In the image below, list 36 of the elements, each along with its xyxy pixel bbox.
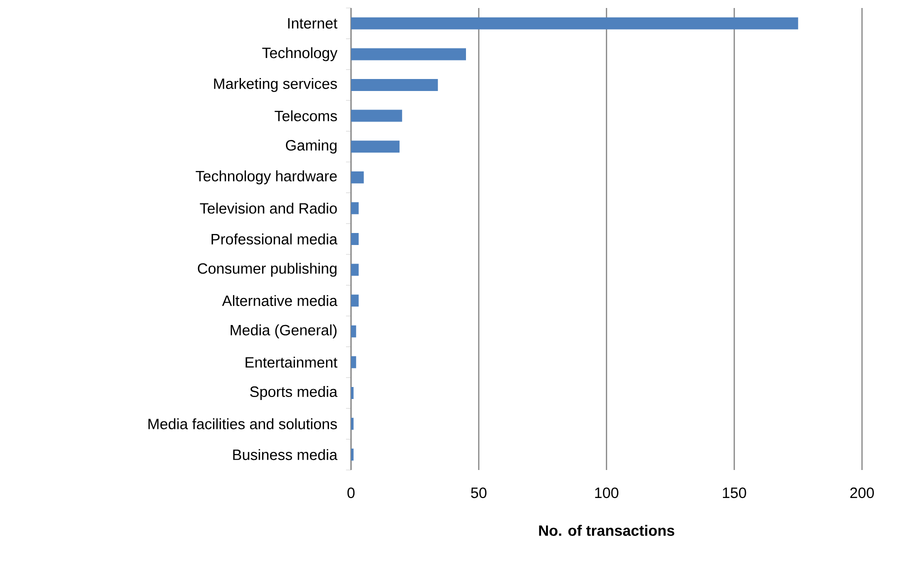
bar [351,448,354,461]
y-tick-label: Gaming [286,140,337,154]
y-tick-label: Telecoms [274,110,337,122]
bar [351,356,356,368]
bar [351,418,354,430]
x-tick-label: 0 [347,488,355,498]
x-axis-title: No. of transactions [539,524,674,536]
y-tick-label: Professional media [212,234,338,244]
y-tick-label: Business media [233,449,338,460]
bar [351,294,359,307]
bar [351,232,359,245]
y-tick-label: Alternative media [222,295,338,306]
y-tick-label: Internet [288,18,338,29]
bar [351,264,359,276]
y-tick-label: Consumer publishing [198,262,336,277]
bar [351,78,438,91]
y-tick-label: Media (General) [230,324,337,338]
bar [351,202,359,214]
x-tick-label: 200 [850,488,874,498]
x-tick-label: 100 [595,488,618,498]
bar [351,325,356,338]
x-tick-label: 50 [471,488,486,498]
bar [351,110,402,122]
y-tick-label: Marketing services [214,78,337,92]
bar [351,17,798,30]
y-tick-label: Media facilities and solutions [148,418,337,430]
x-tick-label: 150 [722,488,746,498]
bar [351,48,466,60]
y-tick-label: Technology [262,47,338,62]
y-tick-label: Technology hardware [196,170,337,184]
y-tick-label: Television and Radio [200,202,337,214]
bar [351,386,354,399]
y-tick-label: Sports media [250,386,338,400]
y-tick-label: Entertainment [246,356,338,368]
bar [351,171,364,184]
bar [351,140,400,153]
